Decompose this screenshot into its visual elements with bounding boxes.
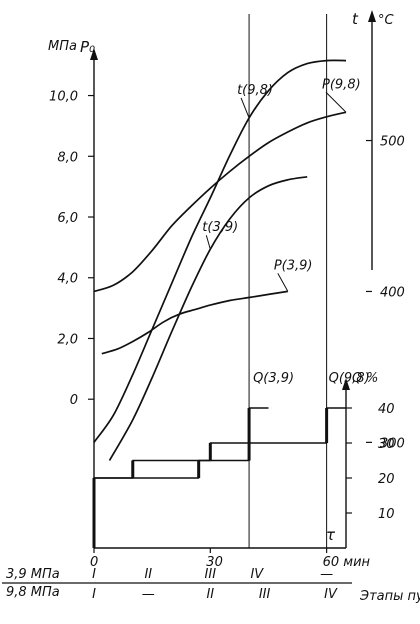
time-tick-label: 30 [206, 555, 223, 570]
load-tick-label: 20 [378, 472, 395, 487]
pressure-tick-label: 0 [70, 393, 78, 408]
series-label-leader-t-3-9 [205, 235, 211, 250]
pressure-tick-label: 2,0 [57, 332, 78, 347]
pressure-tick-label: 4,0 [57, 272, 78, 287]
startup-stages-table: 3,9 МПа 9,8 МПа Этапы пуска IIIIIIIV—I—I… [2, 567, 420, 604]
series-label-p-3-9: P(3,9) [274, 258, 313, 273]
stage-mark: II [144, 567, 152, 582]
series-lines [92, 59, 347, 548]
stage-row-label-9-8: 9,8 МПа [6, 585, 60, 600]
load-tick-label: 30 [378, 437, 395, 452]
stage-marks: I II III IV —I — II III IV [92, 567, 338, 602]
load-axis-arrow [342, 378, 350, 390]
temperature-tick-label: 400 [380, 285, 405, 300]
time-tick-label: 60 мин [323, 555, 371, 570]
stage-mark: IV [324, 587, 338, 602]
pressure-axis-unit: МПа [48, 39, 77, 54]
pressure-tick-label: 6,0 [57, 211, 78, 226]
series-label-q-3-9: Q(3,9) [253, 371, 294, 386]
stage-mark: — [320, 567, 333, 582]
series-label-leader-p-9-8 [325, 91, 347, 113]
stage-mark: III [205, 567, 217, 582]
pressure-tick-label: 8,0 [57, 150, 78, 165]
pressure-axis-symbol: P₀ [80, 38, 95, 56]
stage-mark: I [92, 587, 96, 602]
time-tick-label: 0 [90, 555, 98, 570]
load-axis-symbol: Q [352, 371, 362, 386]
axes [90, 10, 376, 549]
temperature-tick-label: 500 [380, 135, 405, 150]
stage-mark: II [206, 587, 214, 602]
series-line-t-9-8 [93, 59, 347, 443]
series-label-leader-t-9-8 [240, 97, 250, 119]
pressure-tick-label: 10,0 [49, 90, 78, 105]
stage-mark: I [92, 567, 96, 582]
temperature-axis-arrow [368, 10, 376, 22]
time-axis-symbol: τ [326, 526, 336, 544]
load-tick-label: 40 [378, 402, 395, 417]
series-line-p-3-9 [101, 290, 288, 355]
series-label-p-9-8: P(9,8) [322, 77, 361, 92]
temperature-axis-unit: °C [378, 13, 395, 28]
load-axis-unit: % [366, 371, 378, 386]
load-tick-label: 10 [378, 507, 395, 522]
stages-caption: Этапы пуска [359, 589, 420, 604]
series-label-t-9-8: t(9,8) [237, 83, 273, 98]
series-label-q-9-8: Q(9,8) [329, 371, 370, 386]
stage-row-label-3-9: 3,9 МПа [6, 567, 60, 582]
temperature-axis-symbol: t [352, 10, 359, 28]
temperature-tick-label: 300 [380, 436, 405, 451]
series-labels: t(9,8) t(3,9) P(9,8) P(3,9) Q(3,9) Q(9,8) [202, 77, 369, 386]
series-label-t-3-9: t(3,9) [202, 220, 238, 235]
series-line-p-9-8 [93, 111, 347, 293]
stage-mark: III [259, 587, 271, 602]
stage-mark: IV [250, 567, 264, 582]
stage-mark: — [142, 587, 155, 602]
pressure-axis-arrow [90, 48, 98, 60]
series-label-leader-p-3-9 [277, 273, 289, 292]
